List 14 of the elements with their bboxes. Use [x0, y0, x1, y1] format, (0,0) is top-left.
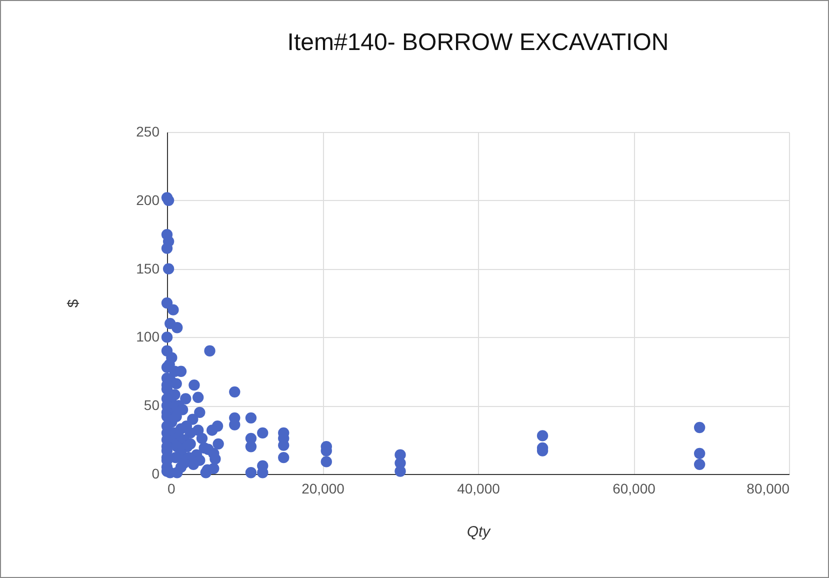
y-tick-label: 150	[136, 260, 160, 276]
x-tick-label: 0	[168, 480, 176, 496]
y-axis-title: $	[65, 298, 82, 308]
x-tick-label: 60,000	[612, 480, 656, 496]
y-tick-label: 200	[136, 192, 160, 208]
chart-title: Item#140- BORROW EXCAVATION	[287, 29, 669, 56]
x-axis-title: Qty	[466, 524, 492, 540]
y-tick-label: 0	[152, 466, 160, 482]
y-tick-label: 100	[136, 328, 160, 345]
x-tick-label: 20,000	[302, 480, 345, 496]
y-tick-label: 250	[136, 124, 160, 140]
x-tick-label: 80,000	[746, 480, 790, 496]
y-tick-label: 50	[144, 397, 160, 414]
x-tick-label: 40,000	[457, 480, 500, 496]
